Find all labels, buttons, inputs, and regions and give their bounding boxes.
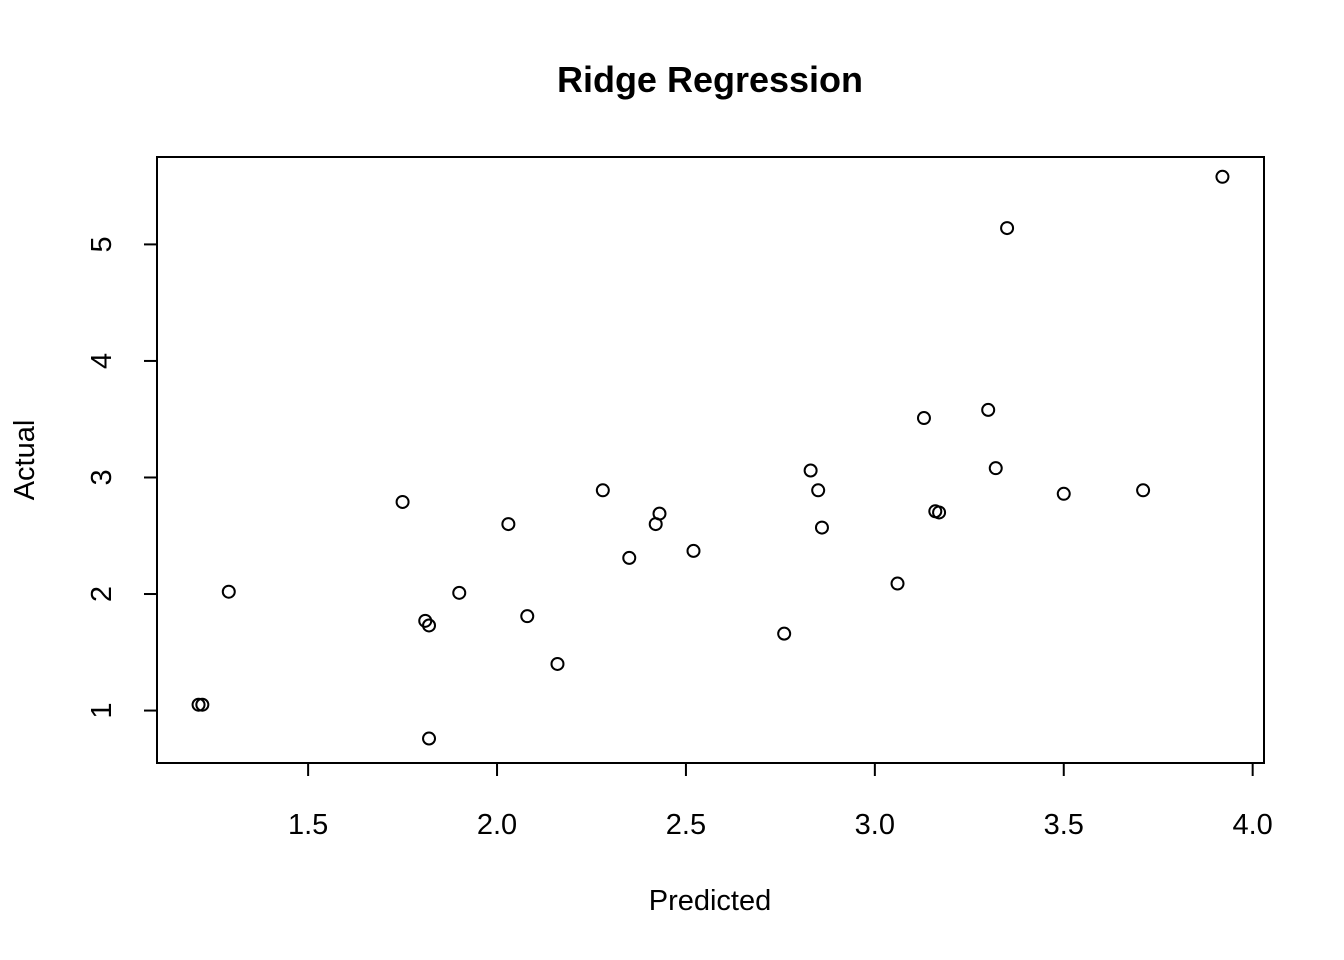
data-point bbox=[550, 656, 565, 671]
data-point bbox=[595, 483, 610, 498]
x-tick-label: 4.0 bbox=[1233, 809, 1273, 841]
data-point bbox=[452, 585, 467, 600]
x-tick-label: 3.0 bbox=[855, 809, 895, 841]
y-tick-label: 2 bbox=[86, 586, 118, 602]
y-tick-label: 4 bbox=[86, 353, 118, 369]
data-point bbox=[422, 731, 437, 746]
x-tick-label: 2.5 bbox=[666, 809, 706, 841]
data-point bbox=[803, 463, 818, 478]
data-point bbox=[916, 411, 931, 426]
y-tick-label: 1 bbox=[86, 702, 118, 718]
data-point bbox=[811, 483, 826, 498]
data-point bbox=[981, 402, 996, 417]
data-point bbox=[191, 697, 206, 712]
data-point bbox=[1215, 169, 1230, 184]
y-tick-label: 3 bbox=[86, 469, 118, 485]
data-point bbox=[814, 520, 829, 535]
data-point bbox=[777, 626, 792, 641]
data-point bbox=[988, 461, 1003, 476]
x-tick-label: 1.5 bbox=[288, 809, 328, 841]
x-tick-label: 2.0 bbox=[477, 809, 517, 841]
data-point bbox=[1000, 221, 1015, 236]
y-axis: 1 2 3 4 5 bbox=[86, 236, 158, 719]
data-point bbox=[195, 697, 210, 712]
data-point bbox=[221, 584, 236, 599]
data-point bbox=[501, 517, 516, 532]
chart-title: Ridge Regression bbox=[557, 59, 863, 100]
data-point bbox=[652, 506, 667, 521]
data-point bbox=[395, 494, 410, 509]
y-axis-label: Actual bbox=[9, 420, 41, 501]
y-tick-label: 5 bbox=[86, 236, 118, 252]
x-tick-label: 3.5 bbox=[1044, 809, 1084, 841]
data-point bbox=[932, 505, 947, 520]
data-point bbox=[1056, 486, 1071, 501]
data-point bbox=[622, 550, 637, 565]
plot-frame bbox=[156, 156, 1265, 764]
data-point bbox=[422, 618, 437, 633]
data-point bbox=[520, 609, 535, 624]
data-point bbox=[890, 576, 905, 591]
x-axis: 1.5 2.0 2.5 3.0 3.5 4.0 bbox=[288, 762, 1273, 841]
data-point bbox=[686, 543, 701, 558]
data-point bbox=[1136, 483, 1151, 498]
x-axis-label: Predicted bbox=[649, 885, 772, 917]
data-points bbox=[191, 169, 1230, 746]
